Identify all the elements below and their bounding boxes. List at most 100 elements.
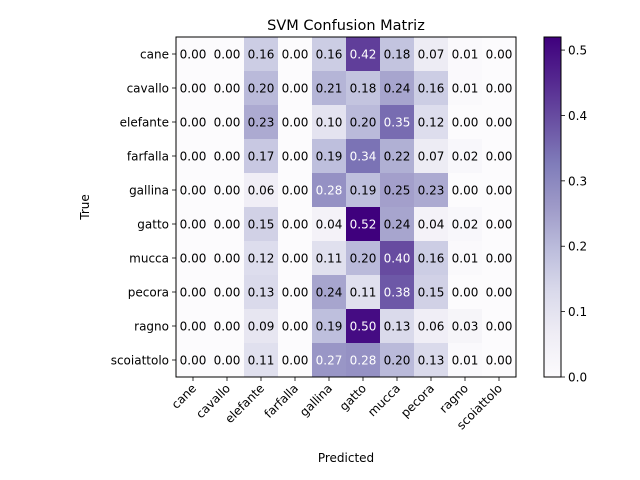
x-tick-label: cane	[169, 381, 199, 411]
heatmap-cell	[346, 241, 381, 276]
cell-value-label: 0.00	[282, 116, 309, 130]
heatmap-cell	[312, 173, 347, 208]
cell-value-label: 0.52	[350, 218, 377, 232]
heatmap-cell	[278, 173, 313, 208]
cell-value-label: 0.06	[248, 184, 275, 198]
colorbar	[543, 36, 562, 378]
heatmap-cell	[210, 105, 245, 140]
cell-value-label: 0.01	[452, 354, 479, 368]
cell-value-label: 0.00	[282, 184, 309, 198]
cell-value-label: 0.00	[214, 184, 241, 198]
cell-value-label: 0.00	[180, 218, 207, 232]
heatmap-cell	[482, 37, 517, 72]
y-axis-ticks: cane cavallo elefante farfalla gallina gatto m…	[111, 48, 176, 368]
cell-value-label: 0.04	[316, 218, 343, 232]
cell-value-label: 0.00	[486, 150, 513, 164]
cell-value-label: 0.28	[316, 184, 343, 198]
cell-value-label: 0.01	[452, 48, 479, 62]
cell-value-label: 0.00	[282, 252, 309, 266]
heatmap-cell-labels: 0.00 0.00 0.16 0.00 0.16 0.42 0.18 0.07 0.01 0.00…	[180, 48, 513, 368]
cell-value-label: 0.00	[282, 354, 309, 368]
cell-value-label: 0.22	[384, 150, 411, 164]
heatmap-cell	[414, 105, 449, 140]
cell-value-label: 0.34	[350, 150, 377, 164]
cell-value-label: 0.02	[452, 150, 479, 164]
heatmap-cell	[346, 275, 381, 310]
cell-value-label: 0.00	[282, 218, 309, 232]
heatmap-cell	[210, 275, 245, 310]
heatmap-cell	[482, 207, 517, 242]
heatmap-cell	[312, 71, 347, 106]
heatmap-cell	[244, 241, 279, 276]
x-tick-label: gallina	[297, 381, 335, 419]
heatmap-cell	[448, 309, 483, 344]
cell-value-label: 0.00	[180, 320, 207, 334]
heatmap-cell	[482, 139, 517, 174]
heatmap-cell	[448, 343, 483, 378]
heatmap-cell	[210, 309, 245, 344]
cell-value-label: 0.04	[418, 218, 445, 232]
cell-value-label: 0.00	[180, 354, 207, 368]
cell-value-label: 0.24	[384, 218, 411, 232]
heatmap-cell	[244, 343, 279, 378]
cell-value-label: 0.15	[248, 218, 275, 232]
heatmap-cell	[244, 207, 279, 242]
cell-value-label: 0.00	[180, 48, 207, 62]
y-tick-label: cane	[140, 48, 169, 62]
cell-value-label: 0.15	[418, 286, 445, 300]
cell-value-label: 0.00	[180, 286, 207, 300]
heatmap-cell	[210, 37, 245, 72]
heatmap-cell	[278, 275, 313, 310]
heatmap-cell	[346, 37, 381, 72]
cell-value-label: 0.19	[316, 150, 343, 164]
heatmap-cell	[380, 173, 415, 208]
y-tick-label: ragno	[134, 320, 169, 334]
cell-value-label: 0.00	[214, 354, 241, 368]
cell-value-label: 0.16	[248, 48, 275, 62]
cell-value-label: 0.19	[350, 184, 377, 198]
cell-value-label: 0.09	[248, 320, 275, 334]
cell-value-label: 0.06	[418, 320, 445, 334]
heatmap-cell	[448, 275, 483, 310]
cell-value-label: 0.11	[350, 286, 377, 300]
heatmap-cell	[312, 139, 347, 174]
cell-value-label: 0.24	[384, 82, 411, 96]
cell-value-label: 0.00	[452, 184, 479, 198]
cell-value-label: 0.10	[316, 116, 343, 130]
heatmap-cell	[244, 309, 279, 344]
cell-value-label: 0.20	[384, 354, 411, 368]
cell-value-label: 0.12	[248, 252, 275, 266]
cell-value-label: 0.16	[418, 252, 445, 266]
y-tick-label: farfalla	[127, 150, 169, 164]
cell-value-label: 0.00	[180, 252, 207, 266]
cell-value-label: 0.50	[350, 320, 377, 334]
cell-value-label: 0.00	[180, 150, 207, 164]
y-tick-label: pecora	[128, 286, 169, 300]
cell-value-label: 0.00	[486, 252, 513, 266]
cell-value-label: 0.20	[350, 116, 377, 130]
cell-value-label: 0.00	[282, 48, 309, 62]
cell-value-label: 0.19	[316, 320, 343, 334]
colorbar-tick-label: 0.1	[568, 305, 587, 319]
cell-value-label: 0.35	[384, 116, 411, 130]
x-tick-label: farfalla	[261, 381, 301, 421]
heatmap-cell	[312, 241, 347, 276]
heatmap-cell	[278, 241, 313, 276]
colorbar-tick-label: 0.5	[568, 44, 587, 58]
cell-value-label: 0.00	[282, 82, 309, 96]
heatmap-cell	[176, 207, 211, 242]
cell-value-label: 0.02	[452, 218, 479, 232]
cell-value-label: 0.00	[214, 48, 241, 62]
cell-value-label: 0.00	[486, 82, 513, 96]
heatmap-cell	[278, 37, 313, 72]
heatmap-cell	[278, 139, 313, 174]
cell-value-label: 0.00	[452, 116, 479, 130]
heatmap-cell	[176, 309, 211, 344]
heatmap-cell	[176, 71, 211, 106]
cell-value-label: 0.00	[486, 184, 513, 198]
heatmap-cell	[380, 139, 415, 174]
heatmap-cell	[414, 207, 449, 242]
heatmap-cell	[346, 207, 381, 242]
heatmap-cell	[482, 105, 517, 140]
heatmap-cell	[380, 207, 415, 242]
